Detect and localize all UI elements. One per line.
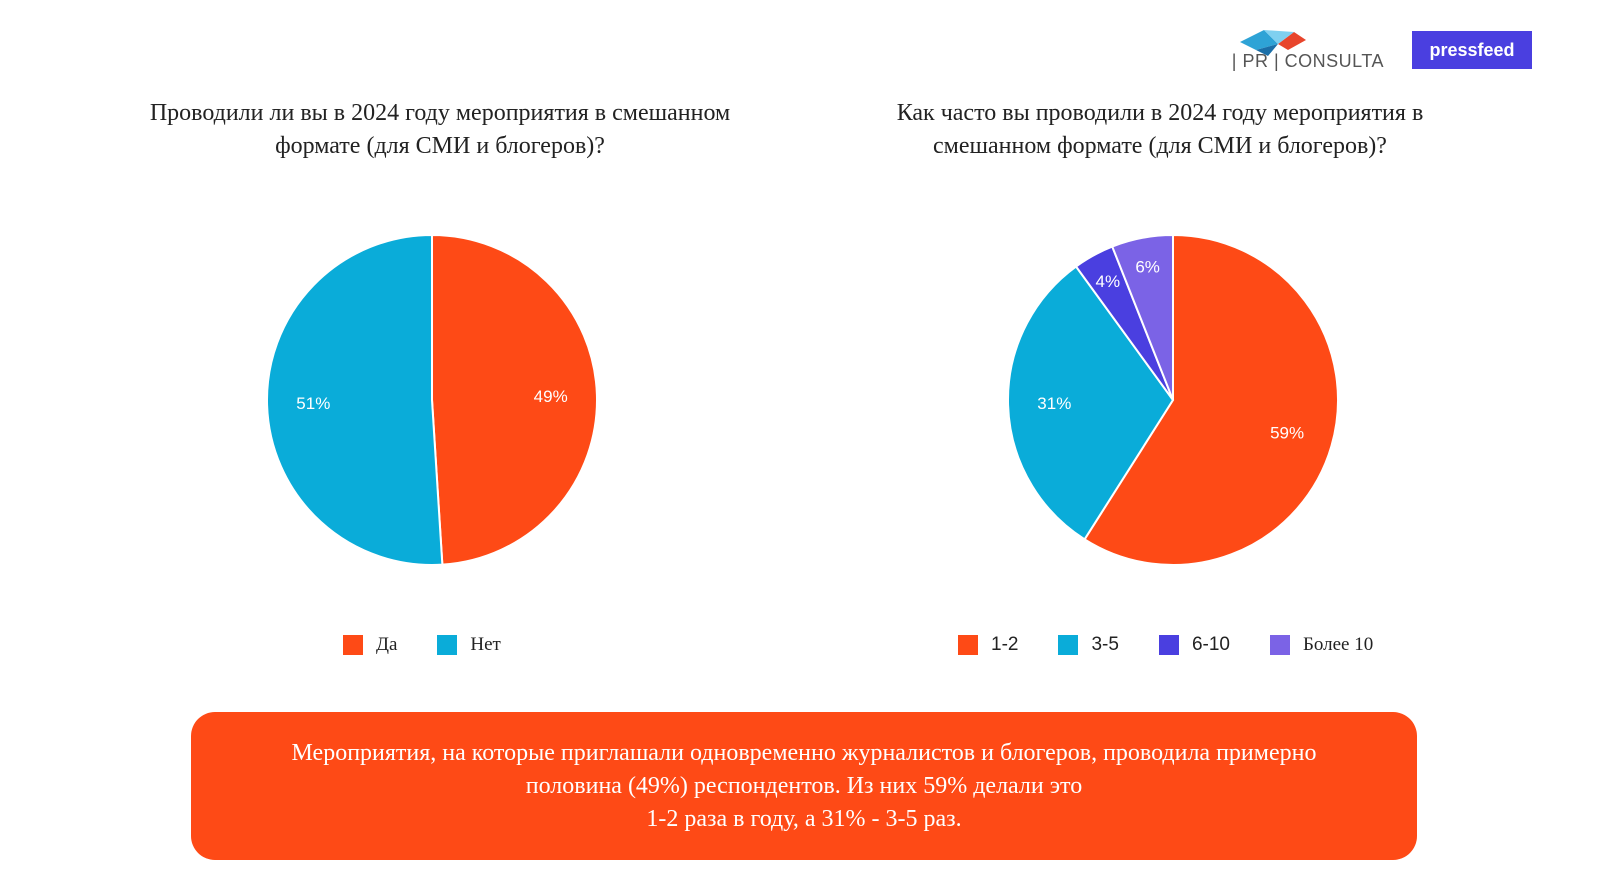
legend-swatch-net (437, 635, 458, 655)
pie-slice-1 (431, 233, 598, 566)
legend-item-net: Нет (437, 634, 501, 656)
prconsulta-emblem-icon (1239, 30, 1306, 56)
legend-label-3-5: 3-5 (1091, 634, 1119, 655)
pie-slice-4 (1110, 233, 1174, 401)
legend-swatch-da (343, 635, 363, 655)
legend-item-3-5: 3-5 (1058, 634, 1119, 656)
legend-item-1-2: 1-2 (958, 634, 1018, 656)
pie-slice-2 (266, 233, 444, 566)
pie-chart-2: 59% 31% 4% 6% (1007, 233, 1339, 566)
callout-line-3: 1-2 раза в году, а 31% - 3-5 раз. (646, 805, 962, 832)
pie-slice-2 (1007, 265, 1175, 541)
chart-1-legend: Да Нет (343, 634, 541, 656)
chart-1-title: Проводили ли вы в 2024 году мероприятия … (149, 100, 731, 159)
logos: | PR | CONSULTA pressfeed (1232, 28, 1532, 72)
legend-label-1-2: 1-2 (991, 634, 1019, 655)
legend-label-bolee-10: Более 10 (1302, 634, 1374, 655)
pie-slice-label-3: 4% (1096, 272, 1121, 291)
pie-slice-label-2: 51% (296, 394, 330, 413)
chart-2-title: Как часто вы проводили в 2024 году мероп… (896, 100, 1424, 159)
legend-swatch-bolee-10 (1269, 635, 1290, 655)
legend-item-da: Да (343, 634, 397, 656)
legend-label-da: Да (376, 634, 398, 655)
pie-slice-label-1: 59% (1270, 424, 1304, 443)
summary-callout: Мероприятия, на которые приглашали однов… (191, 712, 1417, 860)
callout-line-1: Мероприятия, на которые приглашали однов… (291, 739, 1317, 766)
pressfeed-logo: pressfeed (1412, 31, 1532, 69)
pie-slice-label-4: 6% (1135, 258, 1160, 277)
legend-item-bolee-10: Более 10 (1269, 634, 1374, 656)
prconsulta-wordmark: | PR | CONSULTA (1231, 50, 1384, 71)
legend-label-6-10: 6-10 (1191, 634, 1230, 655)
legend-item-6-10: 6-10 (1158, 634, 1230, 656)
chart-2-legend: 1-2 3-5 6-10 Более 10 (958, 634, 1413, 656)
legend-label-net: Нет (470, 634, 501, 655)
pie-chart-1: 49% 51% (266, 233, 598, 566)
pie-slice-label-1: 49% (534, 387, 568, 406)
callout-line-2: половина (49%) респондентов. Из них 59% … (525, 772, 1083, 799)
pie-slice-label-2: 31% (1037, 394, 1071, 413)
prconsulta-logo: | PR | CONSULTA (1232, 28, 1384, 72)
pie-slice-1 (1083, 233, 1339, 566)
legend-swatch-1-2 (958, 635, 978, 655)
legend-swatch-3-5 (1058, 635, 1079, 655)
legend-swatch-6-10 (1158, 635, 1179, 655)
